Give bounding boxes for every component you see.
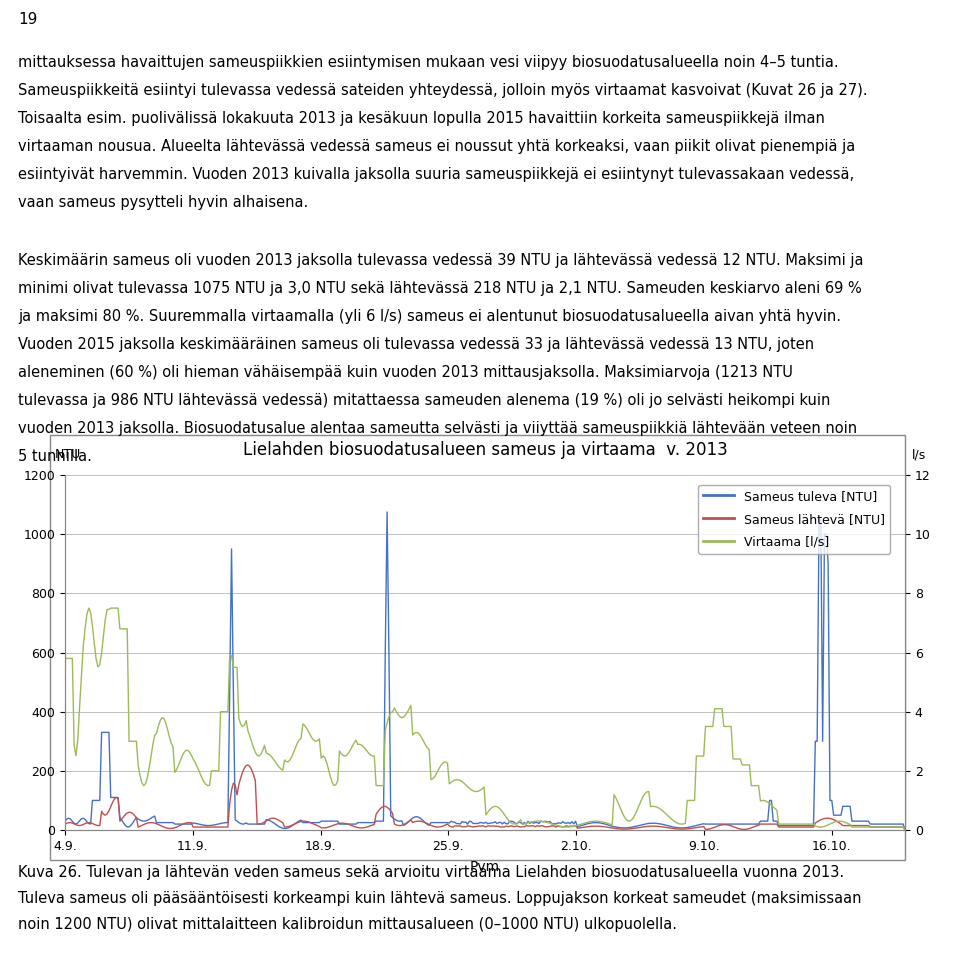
- Legend: Sameus tuleva [NTU], Sameus lähtevä [NTU], Virtaama [l/s]: Sameus tuleva [NTU], Sameus lähtevä [NTU…: [698, 485, 890, 553]
- Text: Kuva 26. Tulevan ja lähtevän veden sameus sekä arvioitu virtaama Lielahden biosu: Kuva 26. Tulevan ja lähtevän veden sameu…: [18, 865, 844, 880]
- Text: minimi olivat tulevassa 1075 NTU ja 3,0 NTU sekä lähtevässä 218 NTU ja 2,1 NTU. : minimi olivat tulevassa 1075 NTU ja 3,0 …: [18, 281, 862, 296]
- Text: noin 1200 NTU) olivat mittalaitteen kalibroidun mittausalueen (0–1000 NTU) ulkop: noin 1200 NTU) olivat mittalaitteen kali…: [18, 917, 677, 932]
- Text: 19: 19: [18, 12, 37, 27]
- Text: ja maksimi 80 %. Suuremmalla virtaamalla (yli 6 l/s) sameus ei alentunut biosuod: ja maksimi 80 %. Suuremmalla virtaamalla…: [18, 309, 841, 324]
- Text: virtaaman nousua. Alueelta lähtevässä vedessä sameus ei noussut yhtä korkeaksi, : virtaaman nousua. Alueelta lähtevässä ve…: [18, 139, 855, 154]
- Text: esiintyivät harvemmin. Vuoden 2013 kuivalla jaksolla suuria sameuspiikkejä ei es: esiintyivät harvemmin. Vuoden 2013 kuiva…: [18, 167, 854, 182]
- Text: aleneminen (60 %) oli hieman vähäisempää kuin vuoden 2013 mittausjaksolla. Maksi: aleneminen (60 %) oli hieman vähäisempää…: [18, 365, 793, 380]
- Text: Lielahden biosuodatusalueen sameus ja virtaama  v. 2013: Lielahden biosuodatusalueen sameus ja vi…: [243, 441, 728, 459]
- Text: 5 tunnilla.: 5 tunnilla.: [18, 449, 92, 464]
- Text: vaan sameus pysytteli hyvin alhaisena.: vaan sameus pysytteli hyvin alhaisena.: [18, 195, 308, 210]
- Text: Keskimäärin sameus oli vuoden 2013 jaksolla tulevassa vedessä 39 NTU ja lähteväs: Keskimäärin sameus oli vuoden 2013 jakso…: [18, 253, 863, 268]
- Text: NTU: NTU: [55, 448, 82, 462]
- X-axis label: Pvm: Pvm: [470, 860, 500, 873]
- Text: vuoden 2013 jaksolla. Biosuodatusalue alentaa sameutta selvästi ja viiyttää same: vuoden 2013 jaksolla. Biosuodatusalue al…: [18, 421, 857, 436]
- Text: mittauksessa havaittujen sameuspiikkien esiintymisen mukaan vesi viipyy biosuoda: mittauksessa havaittujen sameuspiikkien …: [18, 55, 839, 70]
- Text: Toisaalta esim. puolivälissä lokakuuta 2013 ja kesäkuun lopulla 2015 havaittiin : Toisaalta esim. puolivälissä lokakuuta 2…: [18, 111, 825, 126]
- Text: tulevassa ja 986 NTU lähtevässä vedessä) mitattaessa sameuden alenema (19 %) oli: tulevassa ja 986 NTU lähtevässä vedessä)…: [18, 393, 830, 408]
- Text: l/s: l/s: [912, 448, 926, 462]
- Text: Vuoden 2015 jaksolla keskimääräinen sameus oli tulevassa vedessä 33 ja lähteväss: Vuoden 2015 jaksolla keskimääräinen same…: [18, 337, 814, 352]
- Text: Sameuspiikkeitä esiintyi tulevassa vedessä sateiden yhteydessä, jolloin myös vir: Sameuspiikkeitä esiintyi tulevassa vedes…: [18, 83, 868, 98]
- Text: Tuleva sameus oli pääsääntöisesti korkeampi kuin lähtevä sameus. Loppujakson kor: Tuleva sameus oli pääsääntöisesti korkea…: [18, 891, 861, 906]
